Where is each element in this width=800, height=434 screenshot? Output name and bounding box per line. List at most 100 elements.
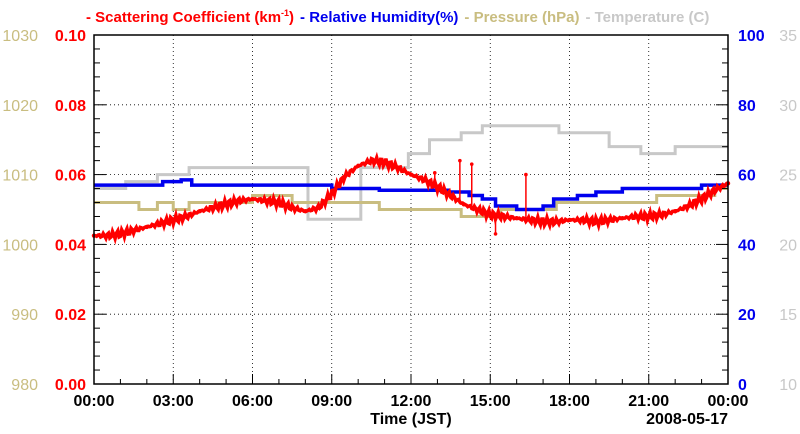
- scattering-data-point: [448, 193, 453, 198]
- scattering-data-point: [118, 231, 123, 237]
- scattering-data-point: [250, 196, 255, 202]
- scattering-spike-point: [458, 158, 462, 163]
- pressure-tick-label: 990: [11, 307, 38, 324]
- legend-scattering: - Scattering Coefficient (km-1): [86, 8, 294, 26]
- scattering-data-point: [355, 163, 361, 169]
- scattering-tick-label: 0.10: [55, 28, 86, 45]
- scattering-data-point: [157, 221, 163, 226]
- series-layer: [91, 124, 731, 245]
- scattering-data-point: [263, 198, 268, 203]
- scattering-data-point: [712, 188, 717, 193]
- scattering-data-point: [474, 207, 480, 212]
- chart-legend: - Scattering Coefficient (km-1) - Relati…: [86, 6, 786, 28]
- scattering-data-point: [501, 214, 506, 219]
- legend-scattering-sup: -1: [281, 8, 290, 18]
- temperature-tick-label: 10: [779, 377, 797, 394]
- humidity-tick-label: 40: [738, 237, 756, 254]
- scattering-data-point: [422, 177, 427, 183]
- x-tick-label: 06:00: [232, 393, 273, 410]
- axes-layer: 00:00 03:00 06:00 09:00 12:00 15:00 18:00 21:00…: [2, 28, 797, 410]
- scattering-tick-label: 0.04: [55, 237, 86, 254]
- humidity-tick-label: 60: [738, 168, 756, 185]
- scattering-spike-point: [432, 171, 437, 175]
- scattering-data-point: [461, 202, 467, 207]
- scattering-data-point: [593, 219, 599, 224]
- scattering-data-point: [131, 228, 136, 233]
- scattering-data-point: [567, 217, 572, 223]
- legend-pressure: - Pressure (hPa): [464, 8, 580, 26]
- scattering-data-point: [210, 205, 216, 210]
- temperature-tick-label: 35: [779, 28, 797, 45]
- scattering-data-point: [105, 233, 110, 238]
- humidity-tick-label: 100: [738, 28, 765, 45]
- scattering-data-point: [686, 203, 691, 209]
- scattering-data-point: [699, 196, 704, 202]
- scattering-data-point: [633, 214, 638, 219]
- scattering-data-point: [237, 198, 242, 203]
- scattering-data-point: [435, 184, 440, 190]
- temperature-tick-label: 20: [779, 237, 797, 254]
- scattering-data-point: [171, 217, 176, 223]
- scattering-data-point: [646, 214, 651, 219]
- temperature-tick-label: 25: [779, 168, 797, 185]
- legend-humidity: - Relative Humidity(%): [300, 8, 459, 26]
- scattering-spike-point: [524, 172, 528, 177]
- scattering-data-point: [289, 205, 295, 210]
- humidity-tick-label: 0: [738, 377, 747, 394]
- pressure-tick-label: 980: [11, 377, 38, 394]
- humidity-tick-label: 80: [738, 98, 756, 115]
- x-tick-label: 00:00: [74, 393, 115, 410]
- date-label: 2008-05-17: [646, 411, 728, 428]
- x-tick-label: 03:00: [153, 393, 194, 410]
- legend-scattering-close: ): [289, 9, 295, 26]
- scattering-data-point: [488, 212, 493, 217]
- scattering-spike-point: [469, 162, 474, 166]
- pressure-tick-label: 1000: [2, 237, 38, 254]
- scattering-data-point: [606, 217, 612, 223]
- legend-temperature: - Temperature (C): [585, 8, 710, 26]
- scattering-tick-label: 0.08: [55, 98, 86, 115]
- series-pressure: [94, 187, 728, 218]
- humidity-tick-label: 20: [738, 307, 756, 324]
- scattering-data-point: [527, 217, 533, 223]
- scattering-data-point: [659, 212, 665, 217]
- scattering-tick-label: 0.06: [55, 168, 86, 185]
- scattering-data-point: [580, 217, 585, 223]
- x-axis-title: Time (JST): [370, 411, 452, 428]
- x-tick-label: 12:00: [391, 393, 432, 410]
- pressure-tick-label: 1020: [2, 98, 38, 115]
- series-temperature: [94, 124, 728, 221]
- scattering-data-point: [554, 219, 559, 224]
- series-relative-humidity: [94, 178, 728, 212]
- scattering-data-point: [514, 216, 519, 221]
- pressure-tick-label: 1030: [2, 28, 38, 45]
- temperature-tick-label: 15: [779, 307, 797, 324]
- scattering-data-point: [223, 202, 229, 207]
- scattering-data-point: [303, 209, 308, 214]
- legend-scattering-text: - Scattering Coefficient (km: [86, 9, 282, 26]
- scattering-data-point: [369, 158, 374, 163]
- scattering-spike-point: [493, 232, 498, 236]
- scattering-data-point: [197, 209, 202, 214]
- scattering-data-point: [540, 219, 546, 224]
- scattering-data-point: [382, 160, 387, 165]
- scattering-tick-label: 0.02: [55, 307, 86, 324]
- x-tick-label: 09:00: [311, 393, 352, 410]
- scattering-data-point: [408, 172, 414, 177]
- scattering-data-point: [316, 205, 321, 210]
- scattering-data-point: [276, 200, 282, 205]
- temperature-tick-label: 30: [779, 98, 797, 115]
- scattering-data-point: [144, 224, 150, 230]
- x-tick-label: 18:00: [549, 393, 590, 410]
- x-tick-label: 15:00: [470, 393, 511, 410]
- x-tick-label: 21:00: [628, 393, 669, 410]
- scattering-data-point: [620, 216, 625, 221]
- scattering-data-point: [342, 174, 348, 179]
- x-tick-label: 00:00: [708, 393, 749, 410]
- scattering-data-point: [672, 209, 678, 214]
- scattering-data-point: [395, 165, 400, 170]
- scattering-tick-label: 0.00: [55, 377, 86, 394]
- pressure-tick-label: 1010: [2, 168, 38, 185]
- scattering-data-point: [329, 191, 334, 196]
